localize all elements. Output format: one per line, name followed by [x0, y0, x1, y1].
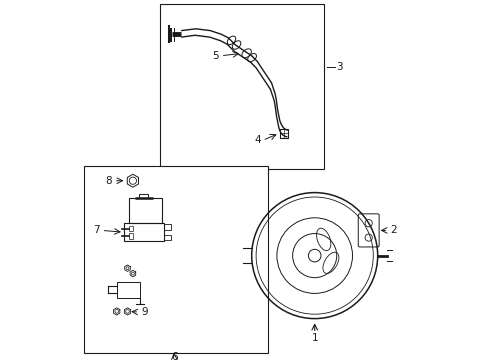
Text: 1: 1 — [311, 333, 317, 343]
Bar — [163, 235, 171, 240]
Text: 6: 6 — [171, 352, 177, 360]
Text: 9: 9 — [141, 307, 147, 317]
Text: 7: 7 — [93, 225, 100, 235]
Bar — [129, 226, 133, 231]
Text: 8: 8 — [105, 176, 112, 186]
Bar — [129, 233, 133, 239]
Bar — [123, 223, 163, 241]
Text: 5: 5 — [211, 51, 218, 61]
Bar — [139, 194, 148, 198]
Bar — [279, 129, 288, 138]
Bar — [160, 4, 323, 169]
Text: 3: 3 — [336, 62, 342, 72]
Bar — [84, 166, 267, 353]
Bar — [117, 282, 140, 298]
Text: 2: 2 — [389, 225, 396, 235]
Text: 4: 4 — [254, 135, 260, 145]
Bar — [163, 224, 171, 230]
Bar — [129, 198, 162, 223]
